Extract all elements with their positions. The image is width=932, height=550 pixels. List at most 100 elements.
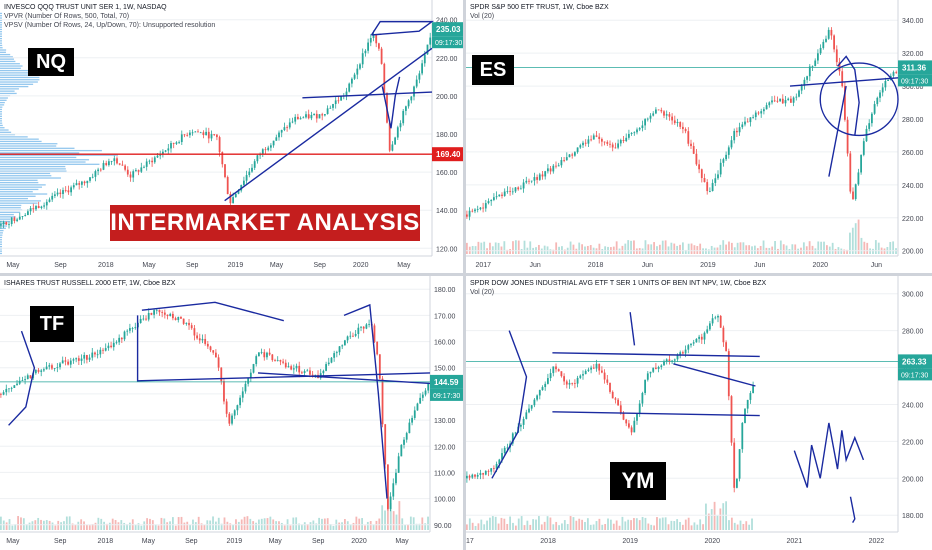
candle-body [696, 154, 698, 165]
profile-bar [0, 136, 28, 137]
candle-body [127, 170, 129, 175]
candle-body [211, 134, 213, 138]
volume-bar [717, 516, 719, 530]
volume-bar [492, 246, 494, 254]
volume-bar [670, 243, 672, 254]
volume-bar [290, 525, 292, 530]
volume-bar [54, 526, 56, 530]
candle-body [194, 132, 196, 133]
candle-body [704, 333, 706, 340]
candle-body [825, 39, 827, 42]
price-labels: 144.5909:17:30 [430, 375, 463, 401]
candle-body [89, 177, 91, 181]
candle-body [327, 108, 329, 114]
countdown-text: 09:17:30 [901, 372, 928, 379]
volume-bar [535, 520, 537, 530]
profile-bar [0, 168, 66, 169]
volume-bar [696, 246, 698, 254]
candle-body [65, 190, 67, 191]
candle-body [332, 104, 334, 108]
chart-svg-es[interactable]: 200.00 220.00 240.00 260.00 280.00 300.00 320.… [466, 0, 932, 273]
candle-body [728, 147, 730, 154]
candle-body [677, 355, 679, 359]
volume-bar [143, 521, 145, 530]
profile-bar [0, 239, 2, 240]
volume-bar [789, 249, 791, 254]
candle-body [275, 137, 277, 140]
chart-pane-ym[interactable]: 180.00200.00220.00240.00260.00280.00300.… [466, 276, 932, 550]
candle-body [216, 135, 218, 138]
volume-bar [524, 241, 526, 254]
volume-bar [604, 524, 606, 530]
candle-body [698, 164, 700, 169]
candle-body [228, 414, 230, 424]
candle-body [294, 117, 296, 122]
candle-body [178, 142, 180, 143]
volume-bar [601, 249, 603, 254]
candle-body [555, 366, 557, 369]
volume-bar [123, 523, 125, 530]
chart-svg-ym[interactable]: 180.00200.00220.00240.00260.00280.00300.… [466, 276, 932, 550]
profile-bar [0, 129, 9, 130]
candle-body [793, 98, 795, 103]
volume-bar [604, 246, 606, 254]
volume-bar [538, 245, 540, 254]
x-tick-label: 2018 [98, 262, 114, 269]
volume-bar [731, 518, 733, 530]
volume-bar [823, 242, 825, 254]
volume-bar [404, 525, 406, 530]
volume-bar [670, 521, 672, 530]
volume-bar [852, 228, 854, 254]
candle-body [49, 200, 51, 202]
volume-bar [570, 516, 572, 530]
chart-pane-nq[interactable]: 120.00 140.00 160.00 180.00 200.00 220.00 240.… [0, 0, 463, 273]
candle-body [239, 398, 241, 405]
volume-bar [364, 525, 366, 530]
volume-bar [575, 249, 577, 254]
candle-body [596, 364, 598, 369]
candle-body [285, 363, 287, 367]
candle-body [312, 375, 314, 376]
profile-bar [0, 93, 17, 94]
candle-body [598, 364, 600, 371]
candle-body [633, 421, 635, 433]
candle-body [874, 104, 876, 114]
volume-bar [269, 517, 271, 530]
profile-bar [0, 246, 2, 247]
volume-bar [668, 524, 670, 530]
profile-bar [0, 230, 4, 231]
candle-body [196, 335, 198, 338]
chart-pane-es[interactable]: 200.00 220.00 240.00 260.00 280.00 300.00 320.… [466, 0, 932, 273]
candle-body [81, 182, 83, 185]
symbol-tag: YM [610, 462, 666, 500]
candle-body [525, 412, 527, 419]
volume-bar [512, 523, 514, 530]
x-tick-label: May [395, 538, 409, 545]
candle-body [344, 340, 346, 345]
volume-bar [244, 517, 246, 530]
candle-body [639, 404, 641, 414]
candle-body [173, 143, 175, 144]
trendline-drawing [142, 302, 284, 320]
candle-body [604, 373, 606, 380]
candle-body [409, 423, 411, 433]
volume-bar [281, 523, 283, 530]
profile-bar [0, 111, 2, 112]
y-tick-label: 170.00 [434, 313, 456, 320]
volume-bar [215, 522, 217, 530]
candle-body [336, 352, 338, 353]
candle-body [717, 174, 719, 178]
profile-bar [0, 38, 2, 39]
volume-bar [705, 248, 707, 254]
volume-bar [616, 520, 618, 530]
candle-body [91, 353, 93, 358]
candle-body [828, 30, 830, 39]
profile-bar [0, 253, 2, 254]
candle-body [644, 119, 646, 125]
candle-body [366, 324, 368, 328]
volume-bar [324, 519, 326, 530]
volume-bar [875, 240, 877, 254]
candle-body [370, 38, 372, 43]
candle-body [339, 346, 341, 352]
chart-pane-tf[interactable]: 90.00100.00110.00120.00130.00140.00150.0… [0, 276, 463, 550]
